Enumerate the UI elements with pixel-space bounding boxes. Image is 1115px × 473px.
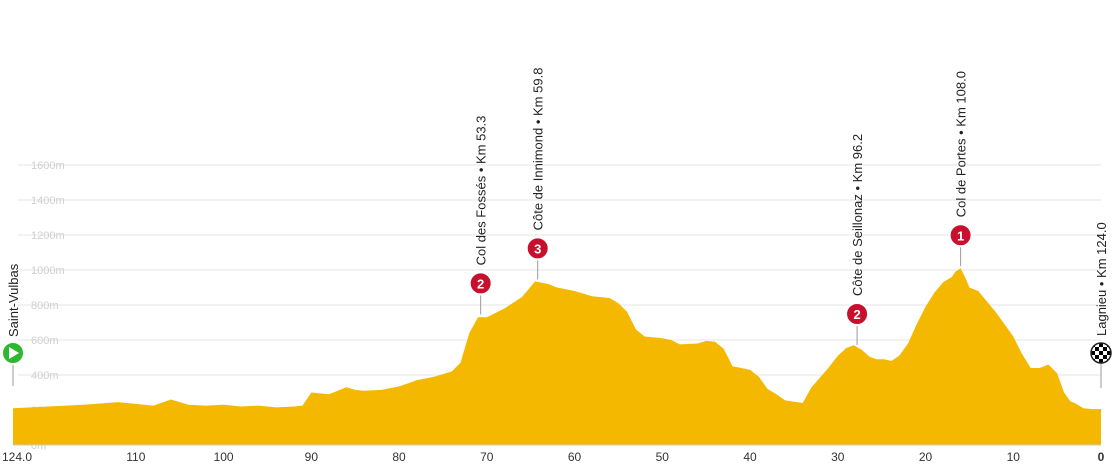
checker-square bbox=[1099, 359, 1103, 363]
climb-markers: 2 Col des Fossés • Km 53.3 3 Côte de Innimo… bbox=[1, 68, 1112, 388]
y-tick-label: 1000m bbox=[31, 265, 65, 277]
x-tick-label: 30 bbox=[831, 450, 845, 464]
y-tick-label: 1400m bbox=[31, 195, 65, 207]
x-tick-label: 60 bbox=[568, 450, 582, 464]
climb-category: 2 bbox=[853, 307, 860, 322]
checker-square bbox=[1091, 351, 1095, 355]
x-tick-label: 10 bbox=[1007, 450, 1021, 464]
climb-label: Côte de Innimond • Km 59.8 bbox=[531, 68, 546, 231]
climb-label: Côte de Seillonaz • Km 96.2 bbox=[850, 134, 865, 296]
checker-square bbox=[1095, 347, 1099, 351]
x-tick-label: 70 bbox=[480, 450, 494, 464]
start-label: Saint-Vulbas bbox=[6, 263, 21, 337]
y-tick-label: 1600m bbox=[31, 160, 65, 172]
x-tick-label: 90 bbox=[305, 450, 319, 464]
x-tick-label: 0 bbox=[1098, 450, 1105, 464]
elevation-profile-area bbox=[13, 268, 1101, 445]
x-tick-label: 110 bbox=[126, 450, 145, 464]
x-axis: 124.0 110 100 90 80 70 60 50 40 30 20 10 0 bbox=[2, 444, 1105, 464]
x-tick-label: 20 bbox=[919, 450, 933, 464]
checker-square bbox=[1095, 355, 1099, 359]
climb-category-icon bbox=[845, 302, 870, 326]
y-tick-label: 800m bbox=[31, 300, 59, 312]
checkered-flag-icon bbox=[1091, 343, 1111, 363]
climb-category-icon bbox=[948, 223, 973, 248]
climb-label: Col de Portes • Km 108.0 bbox=[954, 71, 969, 217]
climb-category-icon bbox=[525, 236, 550, 261]
checker-square bbox=[1107, 351, 1111, 355]
y-tick-label: 600m bbox=[31, 335, 59, 347]
x-tick-label: 80 bbox=[392, 450, 406, 464]
checker-square bbox=[1099, 351, 1103, 355]
climb-category: 1 bbox=[957, 228, 964, 243]
checker-square bbox=[1099, 343, 1103, 347]
climb-label: Col des Fossés • Km 53.3 bbox=[474, 116, 489, 266]
climb-category: 3 bbox=[534, 241, 541, 256]
y-tick-label: 1200m bbox=[31, 230, 65, 242]
x-tick-label: 124.0 bbox=[2, 450, 32, 464]
climb-category-icon bbox=[468, 271, 493, 296]
play-triangle bbox=[9, 347, 19, 359]
finish-ring bbox=[1090, 342, 1112, 364]
finish-label: Lagnieu • Km 124.0 bbox=[1094, 222, 1109, 336]
checker-square bbox=[1103, 355, 1107, 359]
y-tick-label: 400m bbox=[31, 370, 59, 382]
x-tick-label: 50 bbox=[656, 450, 670, 464]
x-tick-label: 40 bbox=[743, 450, 757, 464]
climb-category: 2 bbox=[477, 276, 484, 291]
x-tick-label: 100 bbox=[214, 450, 234, 464]
checker-square bbox=[1103, 347, 1107, 351]
